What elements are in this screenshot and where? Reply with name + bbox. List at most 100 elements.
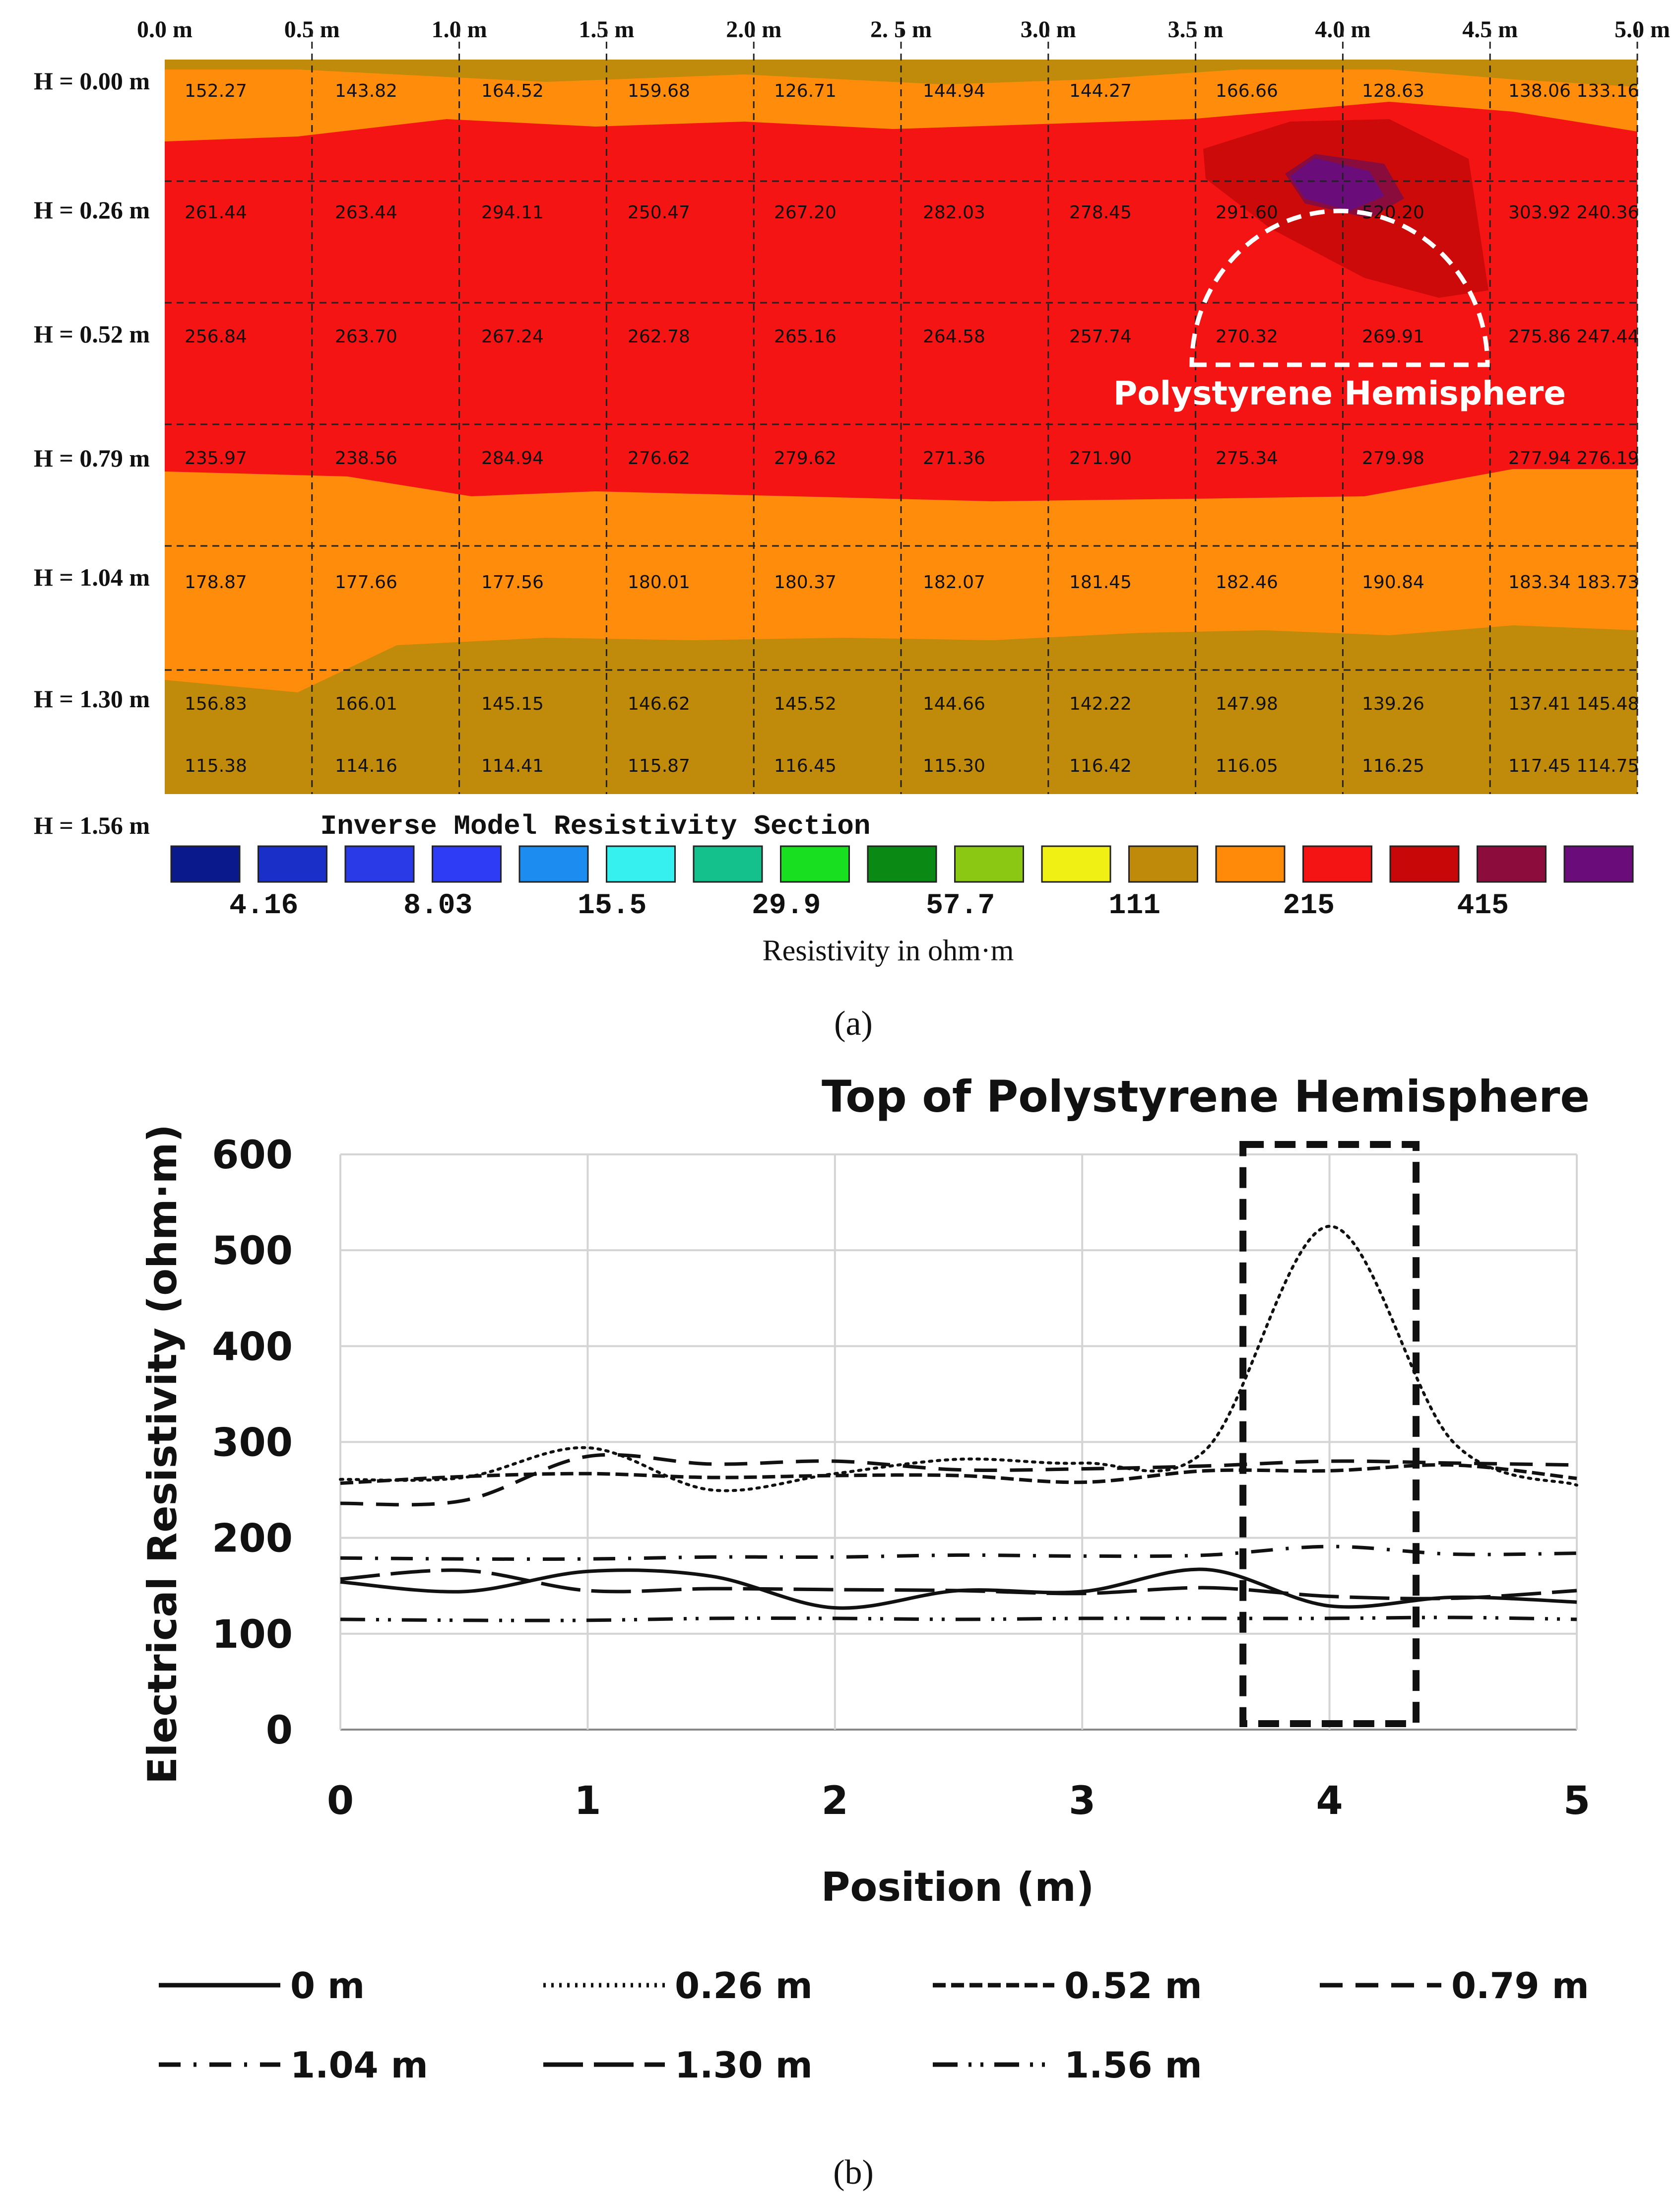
section-x-tick: 0.0 m — [137, 16, 193, 43]
color-swatch — [1128, 845, 1198, 883]
cell-value: 291.60 — [1216, 202, 1278, 223]
x-tick-label: 0 — [327, 1779, 354, 1823]
cell-value: 269.91 — [1362, 327, 1424, 347]
cell-value: 178.87 — [185, 572, 247, 593]
color-scale-label: 57.7 — [926, 890, 995, 922]
color-scale-label: 15.5 — [578, 890, 646, 922]
legend: 0 m 0.26 m 0.52 m 0.79 m 1.04 m 1.30 m 1.56 m — [159, 1965, 1589, 2086]
cell-value: 235.97 — [185, 448, 247, 469]
line-chart-grid — [339, 1153, 1578, 1731]
color-bar-title: Resistivity in ohm·m — [763, 934, 1014, 967]
y-tick-label: 0 — [266, 1708, 293, 1753]
color-scale-label: 4.16 — [229, 890, 298, 922]
cell-value: 147.98 — [1216, 694, 1278, 714]
cell-value: 117.45 114.75 — [1508, 756, 1639, 776]
section-x-tick: 1.5 m — [579, 16, 634, 43]
depth-label: H = 0.79 m — [34, 444, 150, 472]
section-x-tick: 0.5 m — [284, 16, 340, 43]
section-x-tick: 4.5 m — [1462, 16, 1518, 43]
series-lines — [339, 1224, 1578, 1622]
cell-value: 279.62 — [774, 448, 837, 469]
cell-value: 126.71 — [774, 81, 837, 101]
color-swatch — [780, 845, 850, 883]
cell-value: 275.86 247.44 — [1508, 327, 1639, 347]
cell-value: 144.66 — [923, 694, 985, 714]
depth-label: H = 1.30 m — [34, 685, 150, 713]
cell-value: 146.62 — [628, 694, 690, 714]
y-tick-label: 200 — [212, 1517, 293, 1561]
color-swatch — [258, 845, 327, 883]
cell-value: 145.15 — [481, 694, 544, 714]
line-chart-title: Top of Polystyrene Hemisphere — [822, 1071, 1590, 1122]
depth-label: H = 1.04 m — [34, 563, 150, 591]
depth-label: H = 1.56 m — [34, 811, 150, 839]
cell-value: 115.87 — [628, 756, 690, 776]
cell-value: 114.16 — [335, 756, 397, 776]
cell-value: 143.82 — [335, 81, 397, 101]
depth-label: H = 0.00 m — [34, 67, 150, 95]
section-title: Inverse Model Resistivity Section — [321, 810, 871, 842]
section-x-tick: 5.0 m — [1614, 16, 1670, 43]
hemisphere-label: Polystyrene Hemisphere — [1113, 374, 1566, 412]
cell-value: 152.27 — [185, 81, 247, 101]
legend-label: 0.26 m — [675, 1965, 813, 2007]
cell-value: 182.46 — [1216, 572, 1278, 593]
x-tick-labels: 0 1 2 3 4 5 — [327, 1779, 1590, 1823]
depth-label: H = 0.26 m — [34, 196, 150, 224]
cell-value: 156.83 — [185, 694, 247, 714]
cell-value: 277.94 276.19 — [1508, 448, 1639, 469]
y-tick-label: 600 — [212, 1133, 293, 1178]
legend-label: 1.04 m — [290, 2044, 428, 2086]
cell-value: 256.84 — [185, 327, 247, 347]
color-swatch — [954, 845, 1024, 883]
cell-value: 278.45 — [1069, 202, 1132, 223]
section-x-tick: 2.0 m — [726, 16, 781, 43]
cell-value: 282.03 — [923, 202, 985, 223]
legend-label: 0 m — [290, 1965, 365, 2007]
cell-value: 115.38 — [185, 756, 247, 776]
color-swatch — [693, 845, 763, 883]
cell-value: 275.34 — [1216, 448, 1278, 469]
cell-value: 303.92 240.36 — [1508, 202, 1639, 223]
color-swatch — [1389, 845, 1460, 883]
section-x-tick: 3.0 m — [1021, 16, 1076, 43]
cell-value: 279.98 — [1362, 448, 1424, 469]
panel-a-label: (a) — [834, 1005, 873, 1043]
x-tick-label: 5 — [1563, 1779, 1590, 1823]
cell-value: 276.62 — [628, 448, 690, 469]
section-x-tick: 3.5 m — [1168, 16, 1224, 43]
series-line-0-m — [340, 1567, 1577, 1610]
legend-label: 0.79 m — [1451, 1965, 1589, 2007]
color-swatch — [1215, 845, 1286, 883]
y-axis-label: Electrical Resistivity (ohm·m) — [139, 1124, 186, 1784]
series-line-0-26-m — [339, 1224, 1578, 1492]
color-swatch — [170, 845, 241, 883]
cell-value: 144.27 — [1069, 81, 1132, 101]
cell-value: 116.05 — [1216, 756, 1278, 776]
series-line-1-56-m — [340, 1615, 1577, 1622]
cell-value: 159.68 — [628, 81, 690, 101]
cell-value: 263.44 — [335, 202, 397, 223]
color-swatch — [606, 845, 676, 883]
depth-label: H = 0.52 m — [34, 320, 150, 348]
legend-label: 0.52 m — [1064, 1965, 1202, 2007]
cell-value: 263.70 — [335, 327, 397, 347]
y-tick-label: 400 — [212, 1325, 293, 1369]
y-tick-label: 300 — [212, 1421, 293, 1466]
cell-value: 284.94 — [481, 448, 544, 469]
cell-value: 144.94 — [923, 81, 985, 101]
cell-value: 142.22 — [1069, 694, 1132, 714]
cell-value: 116.45 — [774, 756, 837, 776]
cell-value: 267.24 — [481, 327, 544, 347]
band-brown-top — [165, 60, 1637, 87]
color-swatch — [867, 845, 937, 883]
legend-label: 1.30 m — [675, 2044, 813, 2086]
color-scale-label: 111 — [1109, 890, 1161, 922]
x-axis-label: Position (m) — [821, 1864, 1095, 1910]
cell-value: 128.63 — [1362, 81, 1424, 101]
cell-value: 271.36 — [923, 448, 985, 469]
cell-value: 115.30 — [923, 756, 985, 776]
y-tick-label: 100 — [212, 1612, 293, 1657]
panel-a: 0.0 m 0.5 m 1.0 m 1.5 m 2.0 m 2. 5 m 3.0 m 3.5 … — [34, 16, 1670, 1043]
